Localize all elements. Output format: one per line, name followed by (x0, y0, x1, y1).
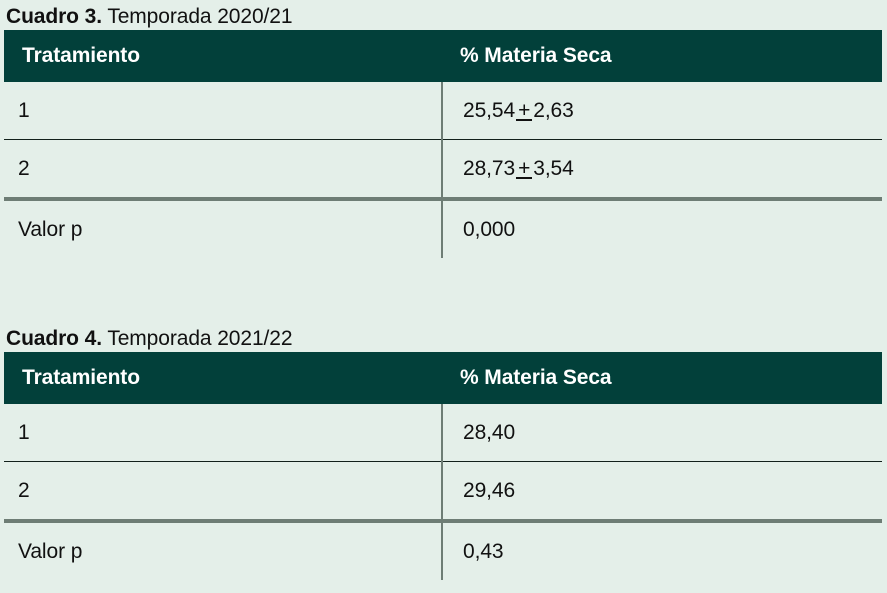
value-sd: 3,54 (533, 156, 574, 180)
value-sd: 2,63 (533, 98, 574, 122)
value-mean: 28,73 (463, 156, 516, 180)
cell-valor-p-label: Valor p (4, 199, 442, 258)
data-table-cuadro-4: Tratamiento % Materia Seca 1 28,40 2 29,… (4, 352, 882, 580)
cell-valor-p-value: 0,43 (441, 521, 882, 580)
cell-materia-seca: 25,54 +2,63 (441, 82, 882, 140)
table-caption-cuadro-4: Cuadro 4. Temporada 2021/22 (0, 322, 887, 352)
caption-number: Cuadro 4. (6, 327, 102, 350)
data-table-cuadro-3: Tratamiento % Materia Seca 1 25,54 +2,63 … (4, 30, 882, 258)
plus-minus-symbol: + (516, 156, 533, 180)
value-mean: 25,54 (463, 98, 516, 122)
plus-minus-symbol: + (516, 98, 533, 122)
cell-tratamiento: 2 (4, 139, 442, 201)
table-header-row: Tratamiento % Materia Seca (4, 30, 882, 82)
cell-tratamiento: 1 (4, 404, 442, 462)
table-header-row: Tratamiento % Materia Seca (4, 352, 882, 404)
table-row: 1 28,40 (4, 404, 882, 462)
table-row-valor-p: Valor p 0,43 (4, 521, 882, 580)
table-row: 2 29,46 (4, 461, 882, 523)
table-row: 2 28,73 +3,54 (4, 139, 882, 201)
table-caption-cuadro-3: Cuadro 3. Temporada 2020/21 (0, 0, 887, 30)
cell-valor-p-value: 0,000 (441, 199, 882, 258)
caption-text: Temporada 2020/21 (107, 5, 293, 28)
table-row-valor-p: Valor p 0,000 (4, 199, 882, 258)
table-row: 1 25,54 +2,63 (4, 82, 882, 140)
column-header-materia-seca: % Materia Seca (442, 30, 882, 82)
cell-tratamiento: 2 (4, 461, 442, 523)
column-header-tratamiento: Tratamiento (4, 352, 442, 404)
cell-materia-seca: 28,73 +3,54 (441, 139, 882, 201)
cell-tratamiento: 1 (4, 82, 442, 140)
caption-text: Temporada 2021/22 (107, 327, 293, 350)
table-block-cuadro-3: Cuadro 3. Temporada 2020/21 Tratamiento … (0, 0, 887, 258)
column-header-tratamiento: Tratamiento (4, 30, 442, 82)
column-header-materia-seca: % Materia Seca (442, 352, 882, 404)
caption-number: Cuadro 3. (6, 5, 102, 28)
cell-materia-seca: 29,46 (441, 461, 882, 523)
cell-valor-p-label: Valor p (4, 521, 442, 580)
cell-materia-seca: 28,40 (441, 404, 882, 462)
table-block-cuadro-4: Cuadro 4. Temporada 2021/22 Tratamiento … (0, 322, 887, 580)
